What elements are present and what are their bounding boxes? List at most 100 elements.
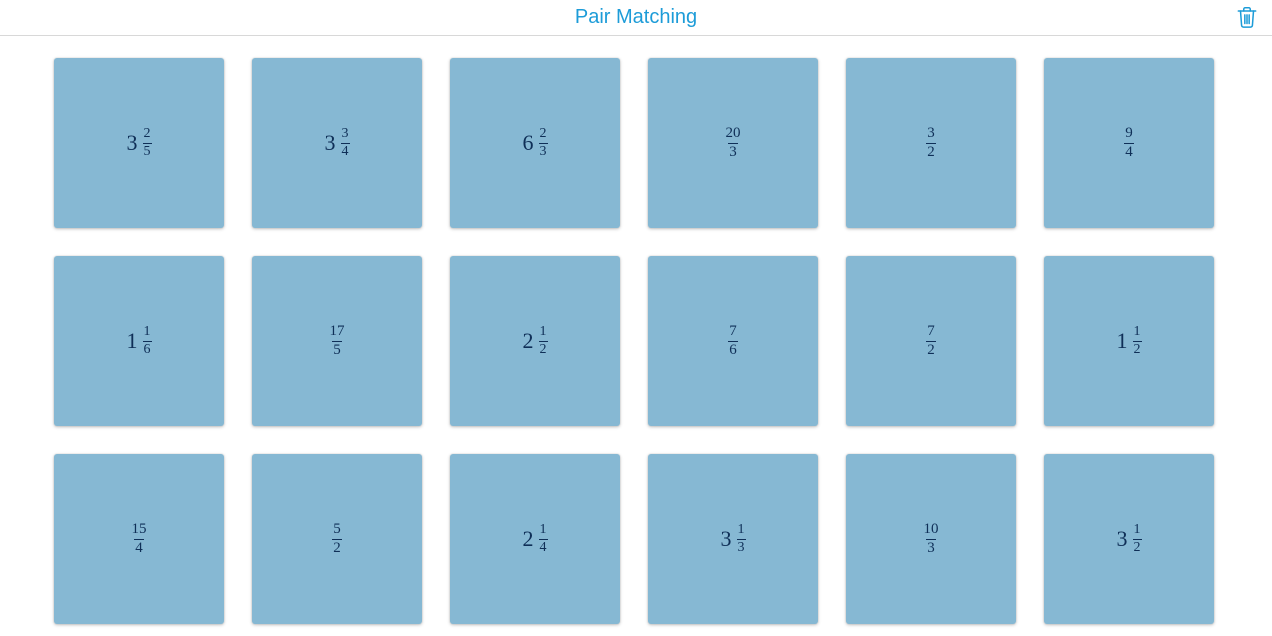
numerator: 15	[131, 521, 148, 538]
numerator: 9	[1124, 125, 1134, 142]
page-title: Pair Matching	[575, 6, 697, 29]
numerator: 17	[329, 323, 346, 340]
fraction-part: 12	[1133, 522, 1142, 555]
denominator: 3	[737, 539, 746, 556]
match-card[interactable]: 313	[648, 454, 818, 624]
numerator: 3	[926, 125, 936, 142]
card-value: 112	[1117, 324, 1142, 357]
card-value: 312	[1117, 522, 1142, 555]
numerator: 1	[539, 324, 548, 340]
card-value: 334	[325, 126, 350, 159]
card-value: 175	[329, 323, 346, 359]
whole-part: 3	[1117, 528, 1128, 550]
match-card[interactable]: 325	[54, 58, 224, 228]
numerator: 1	[737, 522, 746, 538]
denominator: 3	[926, 539, 936, 557]
numerator: 20	[725, 125, 742, 142]
fraction-part: 34	[341, 126, 350, 159]
fraction-part: 52	[332, 521, 342, 557]
numerator: 10	[923, 521, 940, 538]
denominator: 2	[332, 539, 342, 557]
numerator: 1	[143, 324, 152, 340]
fraction-part: 23	[539, 126, 548, 159]
card-value: 154	[131, 521, 148, 557]
fraction-part: 14	[539, 522, 548, 555]
card-value: 103	[923, 521, 940, 557]
numerator: 2	[539, 126, 548, 142]
match-card[interactable]: 52	[252, 454, 422, 624]
card-value: 32	[926, 125, 936, 161]
match-card[interactable]: 76	[648, 256, 818, 426]
numerator: 7	[926, 323, 936, 340]
match-card[interactable]: 334	[252, 58, 422, 228]
fraction-part: 175	[329, 323, 346, 359]
denominator: 4	[341, 143, 350, 160]
fraction-part: 25	[143, 126, 152, 159]
header: Pair Matching	[0, 0, 1272, 36]
numerator: 1	[1133, 522, 1142, 538]
denominator: 2	[926, 143, 936, 161]
trash-icon[interactable]	[1234, 4, 1260, 30]
denominator: 4	[539, 539, 548, 556]
whole-part: 6	[523, 132, 534, 154]
card-value: 313	[721, 522, 746, 555]
denominator: 2	[1133, 539, 1142, 556]
numerator: 1	[539, 522, 548, 538]
whole-part: 3	[127, 132, 138, 154]
denominator: 2	[1133, 341, 1142, 358]
whole-part: 1	[1117, 330, 1128, 352]
match-card[interactable]: 103	[846, 454, 1016, 624]
match-card[interactable]: 154	[54, 454, 224, 624]
card-value: 325	[127, 126, 152, 159]
denominator: 6	[728, 341, 738, 359]
denominator: 6	[143, 341, 152, 358]
numerator: 5	[332, 521, 342, 538]
denominator: 5	[332, 341, 342, 359]
fraction-part: 154	[131, 521, 148, 557]
denominator: 4	[134, 539, 144, 557]
match-card[interactable]: 112	[1044, 256, 1214, 426]
whole-part: 2	[523, 528, 534, 550]
match-card[interactable]: 72	[846, 256, 1016, 426]
whole-part: 1	[127, 330, 138, 352]
numerator: 2	[143, 126, 152, 142]
fraction-part: 72	[926, 323, 936, 359]
fraction-part: 16	[143, 324, 152, 357]
match-card[interactable]: 312	[1044, 454, 1214, 624]
denominator: 3	[539, 143, 548, 160]
match-card[interactable]: 623	[450, 58, 620, 228]
fraction-part: 32	[926, 125, 936, 161]
card-value: 52	[332, 521, 342, 557]
whole-part: 3	[721, 528, 732, 550]
card-grid: 3253346232033294116175212767211215452214…	[0, 36, 1272, 624]
match-card[interactable]: 214	[450, 454, 620, 624]
match-card[interactable]: 116	[54, 256, 224, 426]
card-value: 212	[523, 324, 548, 357]
match-card[interactable]: 212	[450, 256, 620, 426]
match-card[interactable]: 175	[252, 256, 422, 426]
numerator: 7	[728, 323, 738, 340]
fraction-part: 94	[1124, 125, 1134, 161]
denominator: 4	[1124, 143, 1134, 161]
denominator: 2	[539, 341, 548, 358]
whole-part: 2	[523, 330, 534, 352]
card-value: 94	[1124, 125, 1134, 161]
denominator: 3	[728, 143, 738, 161]
match-card[interactable]: 32	[846, 58, 1016, 228]
card-value: 214	[523, 522, 548, 555]
card-value: 72	[926, 323, 936, 359]
match-card[interactable]: 203	[648, 58, 818, 228]
card-value: 203	[725, 125, 742, 161]
card-value: 116	[127, 324, 152, 357]
fraction-part: 203	[725, 125, 742, 161]
numerator: 3	[341, 126, 350, 142]
fraction-part: 13	[737, 522, 746, 555]
card-value: 76	[728, 323, 738, 359]
denominator: 2	[926, 341, 936, 359]
fraction-part: 103	[923, 521, 940, 557]
fraction-part: 12	[539, 324, 548, 357]
whole-part: 3	[325, 132, 336, 154]
denominator: 5	[143, 143, 152, 160]
card-value: 623	[523, 126, 548, 159]
match-card[interactable]: 94	[1044, 58, 1214, 228]
